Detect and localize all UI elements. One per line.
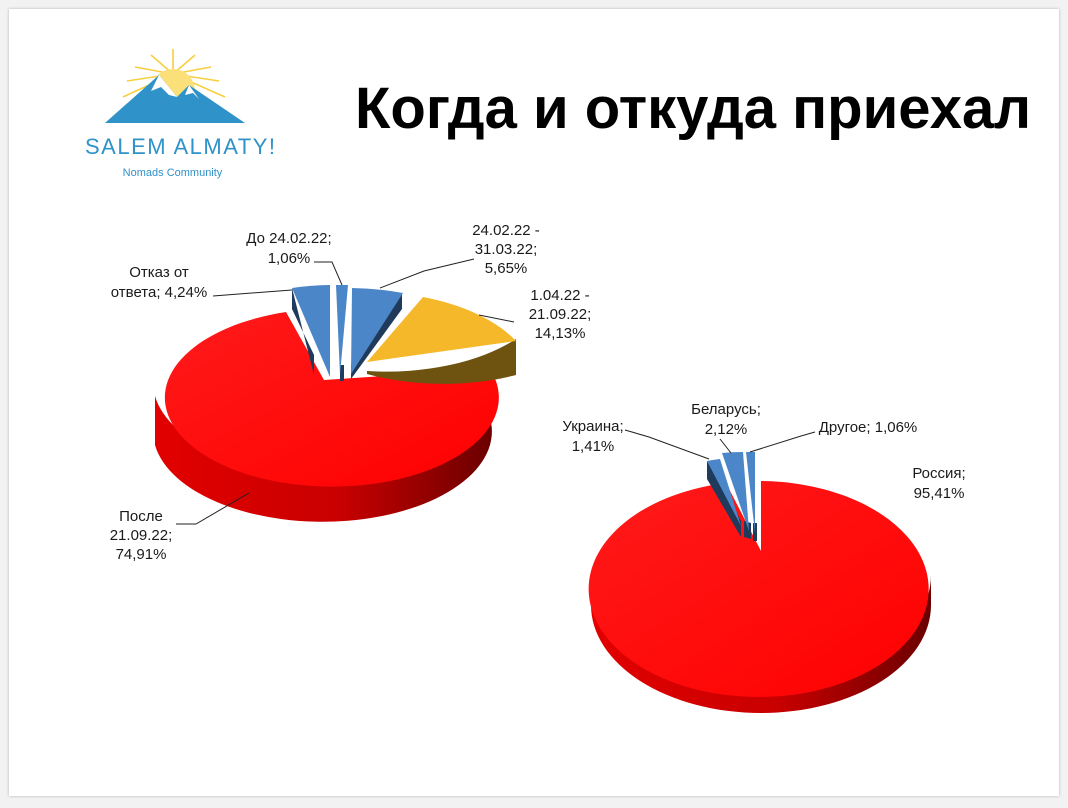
mountain-sun-icon — [105, 49, 245, 123]
pie1-label-after-21-09-22-line: После — [119, 508, 163, 525]
pie1-leader-01-04-to-21-09 — [478, 314, 515, 323]
pie2-label-ukraine: Украина; 1,41% — [562, 418, 623, 455]
pie1-slice-refusal — [292, 285, 330, 377]
pie2-label-russia-line: 95,41% — [914, 485, 965, 502]
pie2-slice-belarus — [722, 452, 749, 531]
pie1-slice-before-24-02-22-side — [340, 365, 344, 381]
pie1-label-refusal-line: Отказ от — [129, 264, 189, 281]
pie1-leader-after-21-09-22 — [176, 492, 250, 525]
pie1-slice-01-04-to-21-09-side — [367, 339, 516, 384]
pie1-slice-01-04-to-21-09 — [367, 297, 516, 362]
logo-subtitle: Nomads Community — [122, 167, 223, 179]
salem-almaty-logo: SALEM ALMATY! Nomads Community — [39, 19, 299, 209]
pie2-leader-belarus — [719, 438, 732, 454]
pie1-slice-before-24-02-22 — [336, 284, 348, 375]
pie2-slice-ukraine — [707, 459, 741, 526]
pie1-leader-refusal — [212, 289, 293, 297]
pie1-slice-refusal-side — [292, 288, 314, 375]
pie1-label-01-04-to-21-09-line: 14,13% — [535, 325, 586, 342]
pie2-slice-other — [746, 451, 755, 533]
pie2-leader-ukraine — [624, 429, 710, 460]
pie2-label-ukraine-line: 1,41% — [572, 438, 615, 455]
pie1-slice-after-21-09-22 — [164, 312, 499, 487]
pie2-leader-other — [749, 431, 816, 453]
pie1-label-after-21-09-22-line: 21.09.22; — [110, 527, 173, 544]
pie2-label-russia: Россия; 95,41% — [912, 465, 965, 502]
pie2-slice-russia — [588, 481, 929, 697]
slide: SALEM ALMATY! Nomads Community Когда и о… — [9, 9, 1059, 796]
pie2-label-belarus: Беларусь; 2,12% — [691, 401, 761, 438]
logo-name: SALEM ALMATY! — [85, 134, 277, 159]
pie2-label-belarus-line: 2,12% — [705, 421, 748, 438]
pie1-label-after-21-09-22-line: 74,91% — [116, 546, 167, 563]
pie2-label-belarus-line: Беларусь; — [691, 401, 761, 418]
pie1-label-refusal: Отказ от ответа; 4,24% — [111, 264, 207, 301]
pie1-slice-24-02-to-31-03-side — [351, 293, 402, 379]
pie1-slice-after-21-09-22-side — [155, 369, 492, 522]
pie1-label-before-24-02-22-line: 1,06% — [268, 250, 311, 267]
pie1-label-01-04-to-21-09-line: 1.04.22 - — [530, 287, 589, 304]
pie1-label-refusal-line: ответа; 4,24% — [111, 284, 207, 301]
pie1-label-01-04-to-21-09: 1.04.22 - 21.09.22; 14,13% — [529, 287, 592, 342]
pie1-label-24-02-to-31-03: 24.02.22 - 31.03.22; 5,65% — [472, 222, 540, 277]
pie-chart-country: Украина; 1,41% Беларусь; 2,12% Другое; 1… — [562, 401, 966, 713]
page-title: Когда и откуда приехал — [355, 76, 1032, 141]
pie1-label-24-02-to-31-03-line: 24.02.22 - — [472, 222, 540, 239]
pie2-slice-ukraine-side — [707, 461, 741, 537]
pie1-slice-24-02-to-31-03 — [351, 288, 403, 374]
pie1-label-after-21-09-22: После 21.09.22; 74,91% — [110, 508, 173, 563]
pie2-label-other: Другое; 1,06% — [819, 419, 918, 436]
pie1-label-01-04-to-21-09-line: 21.09.22; — [529, 306, 592, 323]
pie1-label-24-02-to-31-03-line: 5,65% — [485, 260, 528, 277]
pie1-label-before-24-02-22-line: До 24.02.22; — [246, 230, 331, 247]
pie2-slice-belarus-side — [744, 521, 751, 539]
pie1-label-24-02-to-31-03-line: 31.03.22; — [475, 241, 538, 258]
pie2-label-russia-line: Россия; — [912, 465, 965, 482]
pie1-leader-before-24-02-22 — [314, 261, 343, 286]
pie1-leader-24-02-to-31-03 — [379, 258, 475, 289]
charts-canvas: До 24.02.22; 1,06% 24.02.22 - 31.03.22; … — [110, 222, 966, 713]
pie2-label-other-line: Другое; 1,06% — [819, 419, 918, 436]
pie2-label-ukraine-line: Украина; — [562, 418, 623, 435]
pie-chart-arrival-period: До 24.02.22; 1,06% 24.02.22 - 31.03.22; … — [110, 222, 592, 563]
pie1-label-before-24-02-22: До 24.02.22; 1,06% — [246, 230, 331, 267]
